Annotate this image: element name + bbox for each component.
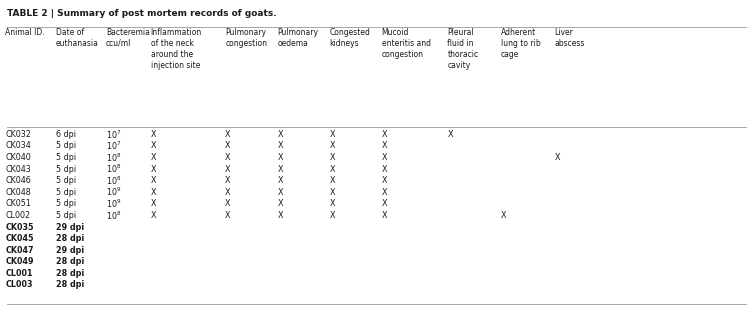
Text: CK043: CK043	[5, 165, 31, 173]
Text: X: X	[225, 130, 230, 139]
Text: X: X	[277, 153, 283, 162]
Text: X: X	[277, 199, 283, 208]
Text: X: X	[382, 188, 387, 197]
Text: 5 dpi: 5 dpi	[56, 211, 76, 220]
Text: X: X	[277, 211, 283, 220]
Text: $10^{8}$: $10^{8}$	[106, 209, 121, 222]
Text: Pulmonary
congestion: Pulmonary congestion	[225, 28, 267, 48]
Text: Congested
kidneys: Congested kidneys	[330, 28, 370, 48]
Text: X: X	[225, 199, 230, 208]
Text: X: X	[225, 176, 230, 185]
Text: X: X	[330, 188, 335, 197]
Text: Date of
euthanasia: Date of euthanasia	[56, 28, 99, 48]
Text: $10^{8}$: $10^{8}$	[106, 174, 121, 187]
Text: Pulmonary
oedema: Pulmonary oedema	[277, 28, 319, 48]
Text: CK046: CK046	[5, 176, 31, 185]
Text: X: X	[382, 153, 387, 162]
Text: CK035: CK035	[5, 222, 34, 232]
Text: X: X	[382, 141, 387, 150]
Text: 5 dpi: 5 dpi	[56, 176, 76, 185]
Text: X: X	[501, 211, 507, 220]
Text: X: X	[151, 141, 156, 150]
Text: 5 dpi: 5 dpi	[56, 188, 76, 197]
Text: $10^{8}$: $10^{8}$	[106, 151, 121, 164]
Text: X: X	[225, 188, 230, 197]
Text: CL002: CL002	[5, 211, 30, 220]
Text: $10^{7}$: $10^{7}$	[106, 128, 121, 141]
Text: CK049: CK049	[5, 257, 34, 266]
Text: 6 dpi: 6 dpi	[56, 130, 76, 139]
Text: 5 dpi: 5 dpi	[56, 199, 76, 208]
Text: X: X	[277, 176, 283, 185]
Text: Pleural
fluid in
thoracic
cavity: Pleural fluid in thoracic cavity	[447, 28, 478, 70]
Text: CK040: CK040	[5, 153, 31, 162]
Text: 28 dpi: 28 dpi	[56, 269, 84, 278]
Text: X: X	[225, 141, 230, 150]
Text: CK051: CK051	[5, 199, 31, 208]
Text: X: X	[382, 199, 387, 208]
Text: $10^{9}$: $10^{9}$	[106, 186, 121, 198]
Text: CL001: CL001	[5, 269, 33, 278]
Text: X: X	[382, 130, 387, 139]
Text: 5 dpi: 5 dpi	[56, 153, 76, 162]
Text: CL003: CL003	[5, 280, 33, 290]
Text: X: X	[151, 188, 156, 197]
Text: 28 dpi: 28 dpi	[56, 257, 84, 266]
Text: X: X	[555, 153, 560, 162]
Text: 29 dpi: 29 dpi	[56, 222, 84, 232]
Text: X: X	[277, 165, 283, 173]
Text: CK034: CK034	[5, 141, 31, 150]
Text: X: X	[330, 199, 335, 208]
Text: X: X	[382, 176, 387, 185]
Text: $10^{8}$: $10^{8}$	[106, 163, 121, 175]
Text: X: X	[330, 211, 335, 220]
Text: CK047: CK047	[5, 246, 34, 255]
Text: X: X	[151, 176, 156, 185]
Text: 29 dpi: 29 dpi	[56, 246, 84, 255]
Text: $10^{9}$: $10^{9}$	[106, 198, 121, 210]
Text: X: X	[447, 130, 453, 139]
Text: CK045: CK045	[5, 234, 34, 243]
Text: X: X	[225, 211, 230, 220]
Text: X: X	[330, 153, 335, 162]
Text: Bacteremia
ccu/ml: Bacteremia ccu/ml	[106, 28, 150, 48]
Text: 28 dpi: 28 dpi	[56, 234, 84, 243]
Text: Animal ID.: Animal ID.	[5, 28, 45, 37]
Text: 5 dpi: 5 dpi	[56, 141, 76, 150]
Text: X: X	[330, 165, 335, 173]
Text: 5 dpi: 5 dpi	[56, 165, 76, 173]
Text: X: X	[151, 211, 156, 220]
Text: X: X	[151, 130, 156, 139]
Text: Liver
abscess: Liver abscess	[555, 28, 585, 48]
Text: X: X	[330, 141, 335, 150]
Text: X: X	[151, 199, 156, 208]
Text: TABLE 2 | Summary of post mortem records of goats.: TABLE 2 | Summary of post mortem records…	[8, 9, 277, 18]
Text: Adherent
lung to rib
cage: Adherent lung to rib cage	[501, 28, 541, 59]
Text: X: X	[225, 153, 230, 162]
Text: X: X	[277, 188, 283, 197]
Text: X: X	[151, 153, 156, 162]
Text: Mucoid
enteritis and
congestion: Mucoid enteritis and congestion	[382, 28, 431, 59]
Text: X: X	[382, 165, 387, 173]
Text: Inflammation
of the neck
around the
injection site: Inflammation of the neck around the inje…	[151, 28, 202, 70]
Text: $10^{7}$: $10^{7}$	[106, 140, 121, 152]
Text: CK032: CK032	[5, 130, 31, 139]
Text: X: X	[151, 165, 156, 173]
Text: X: X	[382, 211, 387, 220]
Text: X: X	[225, 165, 230, 173]
Text: X: X	[277, 130, 283, 139]
Text: X: X	[330, 176, 335, 185]
Text: X: X	[330, 130, 335, 139]
Text: CK048: CK048	[5, 188, 31, 197]
Text: X: X	[277, 141, 283, 150]
Text: 28 dpi: 28 dpi	[56, 280, 84, 290]
